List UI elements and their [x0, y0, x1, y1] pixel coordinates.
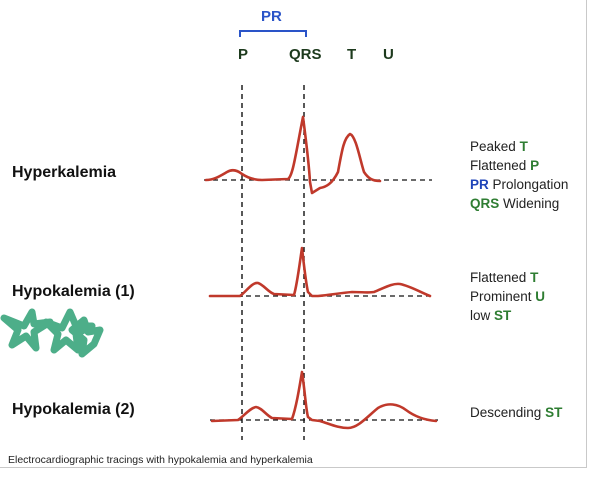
frame-border-right [586, 0, 587, 468]
finding-descending-st: Descending ST [470, 403, 562, 422]
finding-keyword: U [535, 289, 546, 304]
pr-label: PR [261, 8, 282, 25]
finding-text: Prominent [470, 289, 532, 304]
row-label-hypokalemia-1: Hypokalemia (1) [12, 283, 135, 300]
finding-keyword: T [530, 270, 539, 285]
figure-caption: Electrocardiographic tracings with hypok… [8, 454, 313, 466]
p-wave-label: P [238, 46, 249, 63]
finding-keyword: ST [545, 405, 563, 420]
finding-keyword: P [530, 158, 540, 173]
star-scribble-annotation [0, 308, 104, 358]
finding-prominent-u: Prominent U [470, 287, 545, 306]
pr-bracket [239, 30, 307, 37]
finding-qrs-widening: QRS Widening [470, 194, 568, 213]
qrs-wave-label: QRS [289, 46, 322, 63]
finding-text: Descending [470, 405, 542, 420]
findings-hypokalemia-1: Flattened T Prominent U low ST [470, 268, 545, 325]
finding-keyword: T [519, 139, 528, 154]
finding-peaked-t: Peaked T [470, 137, 568, 156]
findings-hyperkalemia: Peaked T Flattened P PR Prolongation QRS… [470, 137, 568, 213]
finding-low-st: low ST [470, 306, 545, 325]
finding-text: Prolongation [492, 177, 569, 192]
trace-hypokalemia-2 [210, 370, 438, 430]
frame-border-bottom [0, 467, 587, 468]
finding-text: Widening [503, 196, 560, 211]
trace-hyperkalemia [204, 115, 382, 195]
finding-text: Flattened [470, 270, 527, 285]
finding-pr-prolongation: PR Prolongation [470, 175, 568, 194]
finding-text: Peaked [470, 139, 516, 154]
t-wave-label: T [347, 46, 357, 63]
findings-hypokalemia-2: Descending ST [470, 403, 562, 422]
finding-keyword: ST [494, 308, 512, 323]
trace-hypokalemia-1 [208, 246, 432, 298]
finding-flattened-p: Flattened P [470, 156, 568, 175]
finding-keyword: PR [470, 177, 489, 192]
row-label-hyperkalemia: Hyperkalemia [12, 164, 117, 181]
u-wave-label: U [383, 46, 394, 63]
finding-text: Flattened [470, 158, 527, 173]
finding-flattened-t: Flattened T [470, 268, 545, 287]
finding-text: low [470, 308, 491, 323]
finding-keyword: QRS [470, 196, 500, 211]
row-label-hypokalemia-2: Hypokalemia (2) [12, 401, 135, 418]
